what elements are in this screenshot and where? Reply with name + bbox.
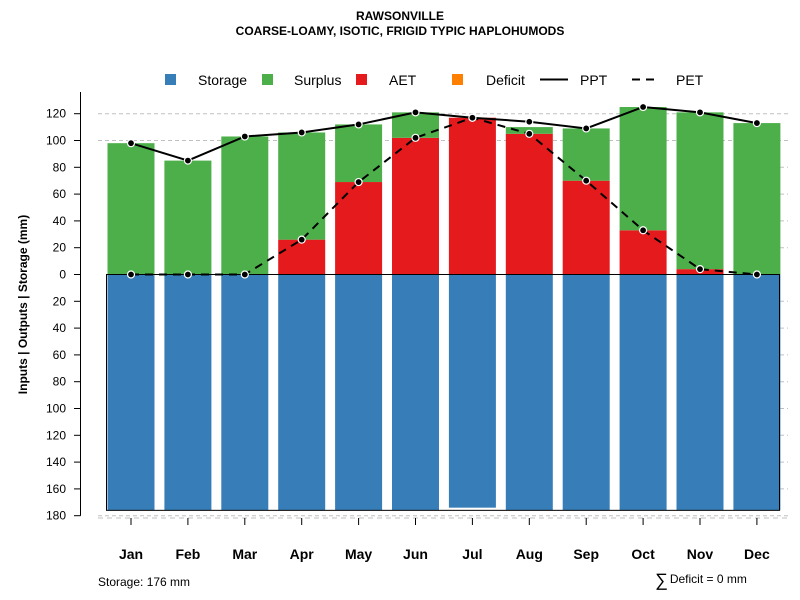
y-tick-label: 100 xyxy=(46,134,66,148)
surplus-bar-dec xyxy=(733,123,781,275)
storage-bar-aug xyxy=(505,274,553,511)
y-tick-label: 60 xyxy=(53,187,67,201)
y-tick-label: 120 xyxy=(46,428,66,442)
surplus-bar-oct xyxy=(619,107,667,231)
pet-point-jan xyxy=(126,270,136,279)
x-tick-label: Jan xyxy=(119,546,143,562)
x-tick-label: Mar xyxy=(232,546,257,562)
x-tick-label: Jun xyxy=(403,546,428,562)
storage-bar-jul xyxy=(448,274,496,508)
x-tick-label: Feb xyxy=(175,546,200,562)
ppt-point-aug xyxy=(525,117,534,126)
y-axis-label: Inputs | Outputs | Storage (mm) xyxy=(16,215,30,394)
x-tick-label: Dec xyxy=(744,546,770,562)
y-tick-label: 160 xyxy=(46,482,66,496)
pet-point-dec xyxy=(752,270,762,279)
pet-point-jun xyxy=(411,133,420,142)
y-tick-label: 180 xyxy=(46,509,66,523)
storage-summary: Storage: 176 mm xyxy=(98,575,191,589)
y-tick-label: 40 xyxy=(53,321,67,335)
storage-bar-dec xyxy=(733,274,781,511)
y-tick-label: 40 xyxy=(53,214,67,228)
y-tick-label: 80 xyxy=(53,375,67,389)
legend-label-ppt: PPT xyxy=(580,72,608,88)
y-tick-label: 100 xyxy=(46,402,66,416)
x-tick-label: Sep xyxy=(573,546,599,562)
legend-label-storage: Storage xyxy=(198,72,247,88)
ppt-point-feb xyxy=(183,156,192,165)
sum-symbol: ∑ xyxy=(655,570,668,590)
storage-bar-jun xyxy=(392,274,439,511)
ppt-point-oct xyxy=(638,102,648,112)
x-tick-label: Oct xyxy=(631,546,655,562)
y-tick-label: 140 xyxy=(46,455,66,469)
x-tick-label: Aug xyxy=(516,546,543,562)
y-tick-label: 80 xyxy=(53,160,67,174)
pet-point-sep xyxy=(582,176,591,185)
surplus-bar-jan xyxy=(107,143,155,275)
storage-bar-mar xyxy=(221,274,269,511)
legend-label-aet: AET xyxy=(389,72,417,88)
ppt-point-dec xyxy=(752,118,762,128)
y-tick-label: 20 xyxy=(53,294,67,308)
surplus-bar-nov xyxy=(676,112,724,270)
storage-bar-jan xyxy=(107,274,155,511)
surplus-bar-mar xyxy=(221,136,269,275)
legend-swatch-surplus xyxy=(262,74,273,85)
pet-point-mar xyxy=(240,270,249,279)
legend-label-deficit: Deficit xyxy=(486,72,525,88)
storage-bar-sep xyxy=(562,274,610,511)
chart-title: RAWSONVILLE xyxy=(355,9,444,23)
pet-point-nov xyxy=(695,265,705,274)
aet-bar-apr xyxy=(278,239,326,275)
pet-point-apr xyxy=(297,235,306,244)
legend-label-surplus: Surplus xyxy=(294,72,341,88)
ppt-point-may xyxy=(354,120,363,129)
storage-bar-feb xyxy=(164,274,212,511)
y-tick-label: 60 xyxy=(53,348,67,362)
x-tick-label: Apr xyxy=(290,546,315,562)
surplus-bar-feb xyxy=(164,160,212,275)
ppt-point-apr xyxy=(297,128,306,137)
deficit-summary: ∑ Deficit = 0 mm xyxy=(655,570,747,591)
x-tick-label: Nov xyxy=(687,546,714,562)
aet-bar-sep xyxy=(562,180,610,275)
y-tick-label: 20 xyxy=(53,241,67,255)
pet-point-feb xyxy=(183,270,192,279)
aet-bar-oct xyxy=(619,230,667,275)
aet-bar-jun xyxy=(392,137,439,275)
pet-point-aug xyxy=(525,129,534,138)
pet-point-oct xyxy=(638,226,648,235)
pet-line xyxy=(131,116,757,276)
ppt-point-jan xyxy=(126,139,136,148)
x-tick-label: Jul xyxy=(462,546,482,562)
surplus-bar-apr xyxy=(278,132,326,240)
chart-subtitle: COARSE-LOAMY, ISOTIC, FRIGID TYPIC HAPLO… xyxy=(235,24,565,38)
legend-swatch-aet xyxy=(356,74,367,85)
surplus-bar-sep xyxy=(562,128,610,181)
ppt-line xyxy=(130,105,758,162)
aet-bar-aug xyxy=(505,133,553,275)
y-tick-label: 120 xyxy=(46,107,66,121)
ppt-point-sep xyxy=(582,124,591,133)
ppt-point-nov xyxy=(695,108,705,117)
ppt-point-jun xyxy=(411,108,420,117)
surplus-bar-may xyxy=(335,124,383,183)
legend-label-pet: PET xyxy=(676,72,704,88)
storage-bar-apr xyxy=(278,274,326,511)
pet-point-may xyxy=(354,177,363,187)
ppt-point-mar xyxy=(240,132,249,141)
y-tick-label: 0 xyxy=(59,268,66,282)
deficit-summary-text: Deficit = 0 mm xyxy=(669,572,747,586)
legend-swatch-storage xyxy=(165,74,176,85)
aet-bar-may xyxy=(335,182,383,275)
legend-swatch-deficit xyxy=(452,74,463,85)
ppt-point-jul xyxy=(468,113,477,122)
storage-bar-nov xyxy=(676,274,724,511)
storage-bar-may xyxy=(335,274,383,511)
x-tick-label: May xyxy=(345,546,372,562)
storage-bar-oct xyxy=(619,274,667,511)
aet-bar-jul xyxy=(448,117,496,275)
